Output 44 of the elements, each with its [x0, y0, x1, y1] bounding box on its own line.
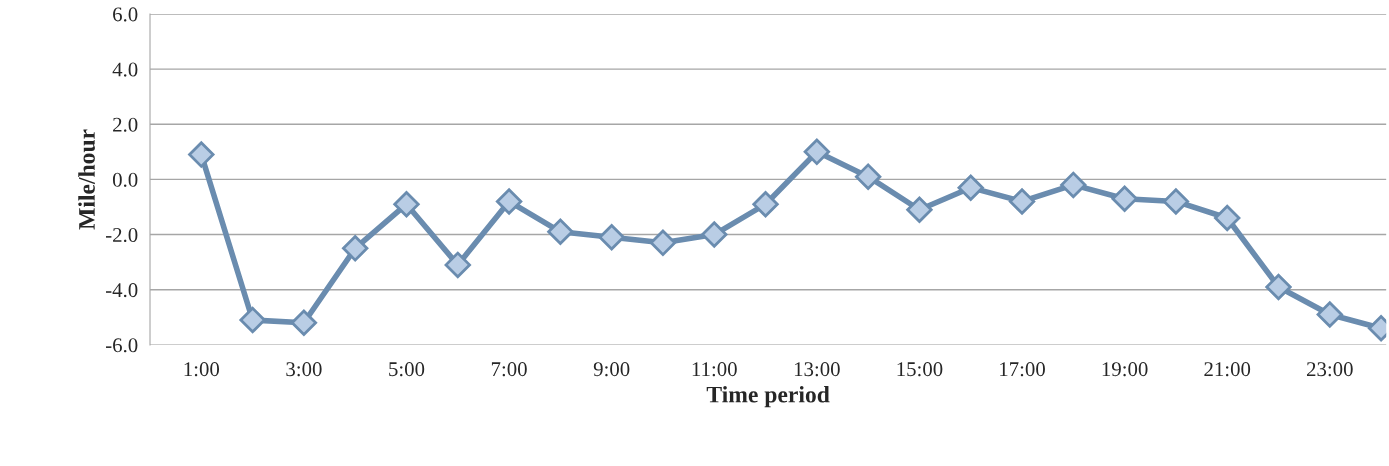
point — [1214, 204, 1241, 232]
y-tick-label: -6.0 — [106, 338, 138, 353]
x-tick-label: 13:00 — [794, 362, 840, 377]
point — [547, 218, 574, 245]
point — [188, 141, 215, 168]
point — [393, 191, 420, 218]
point — [1316, 301, 1343, 328]
point — [1008, 188, 1036, 215]
x-tick-label: 11:00 — [692, 362, 737, 377]
x-tick-label: 7:00 — [491, 362, 527, 377]
x-axis-title: Time period — [706, 385, 830, 408]
x-tick-label: 3:00 — [286, 362, 322, 377]
x-tick-label: 19:00 — [1102, 362, 1148, 377]
y-tick-label: -4.0 — [106, 283, 138, 298]
point — [598, 224, 625, 251]
y-tick-label: 6.0 — [113, 7, 138, 22]
point — [1162, 188, 1190, 215]
point — [1111, 185, 1138, 212]
point — [290, 309, 318, 336]
point — [444, 251, 471, 279]
point — [239, 306, 266, 334]
point — [342, 235, 369, 262]
y-axis-title: Mile/hour — [78, 129, 95, 230]
point — [649, 229, 677, 256]
x-tick-label: 1:00 — [184, 362, 220, 377]
point — [906, 196, 933, 223]
point — [854, 163, 882, 190]
x-tick-label: 5:00 — [389, 362, 425, 377]
point — [495, 188, 523, 215]
x-tick-label: 17:00 — [1000, 362, 1045, 377]
x-tick-label: 9:00 — [593, 362, 630, 377]
x-tick-label: 23:00 — [1306, 362, 1353, 377]
point — [1060, 171, 1087, 199]
y-tick-label: 0.0 — [112, 172, 138, 187]
y-tick-label: 2.0 — [113, 117, 138, 132]
point — [1265, 273, 1292, 301]
y-tick-label: -2.0 — [106, 227, 138, 243]
x-tick-label: 21:00 — [1204, 362, 1251, 377]
point — [752, 191, 779, 218]
point — [701, 221, 728, 248]
y-tick-label: 4.0 — [112, 62, 138, 77]
point — [803, 138, 831, 166]
point — [957, 174, 984, 201]
x-tick-label: 15:00 — [897, 362, 943, 377]
